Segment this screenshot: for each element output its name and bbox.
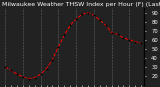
Text: Milwaukee Weather THSW Index per Hour (F) (Last 24 Hours): Milwaukee Weather THSW Index per Hour (F… — [2, 2, 160, 7]
